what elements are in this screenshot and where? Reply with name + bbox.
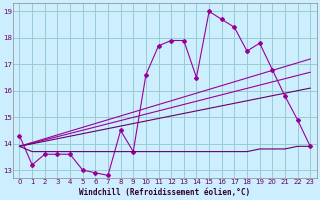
X-axis label: Windchill (Refroidissement éolien,°C): Windchill (Refroidissement éolien,°C) xyxy=(79,188,251,197)
